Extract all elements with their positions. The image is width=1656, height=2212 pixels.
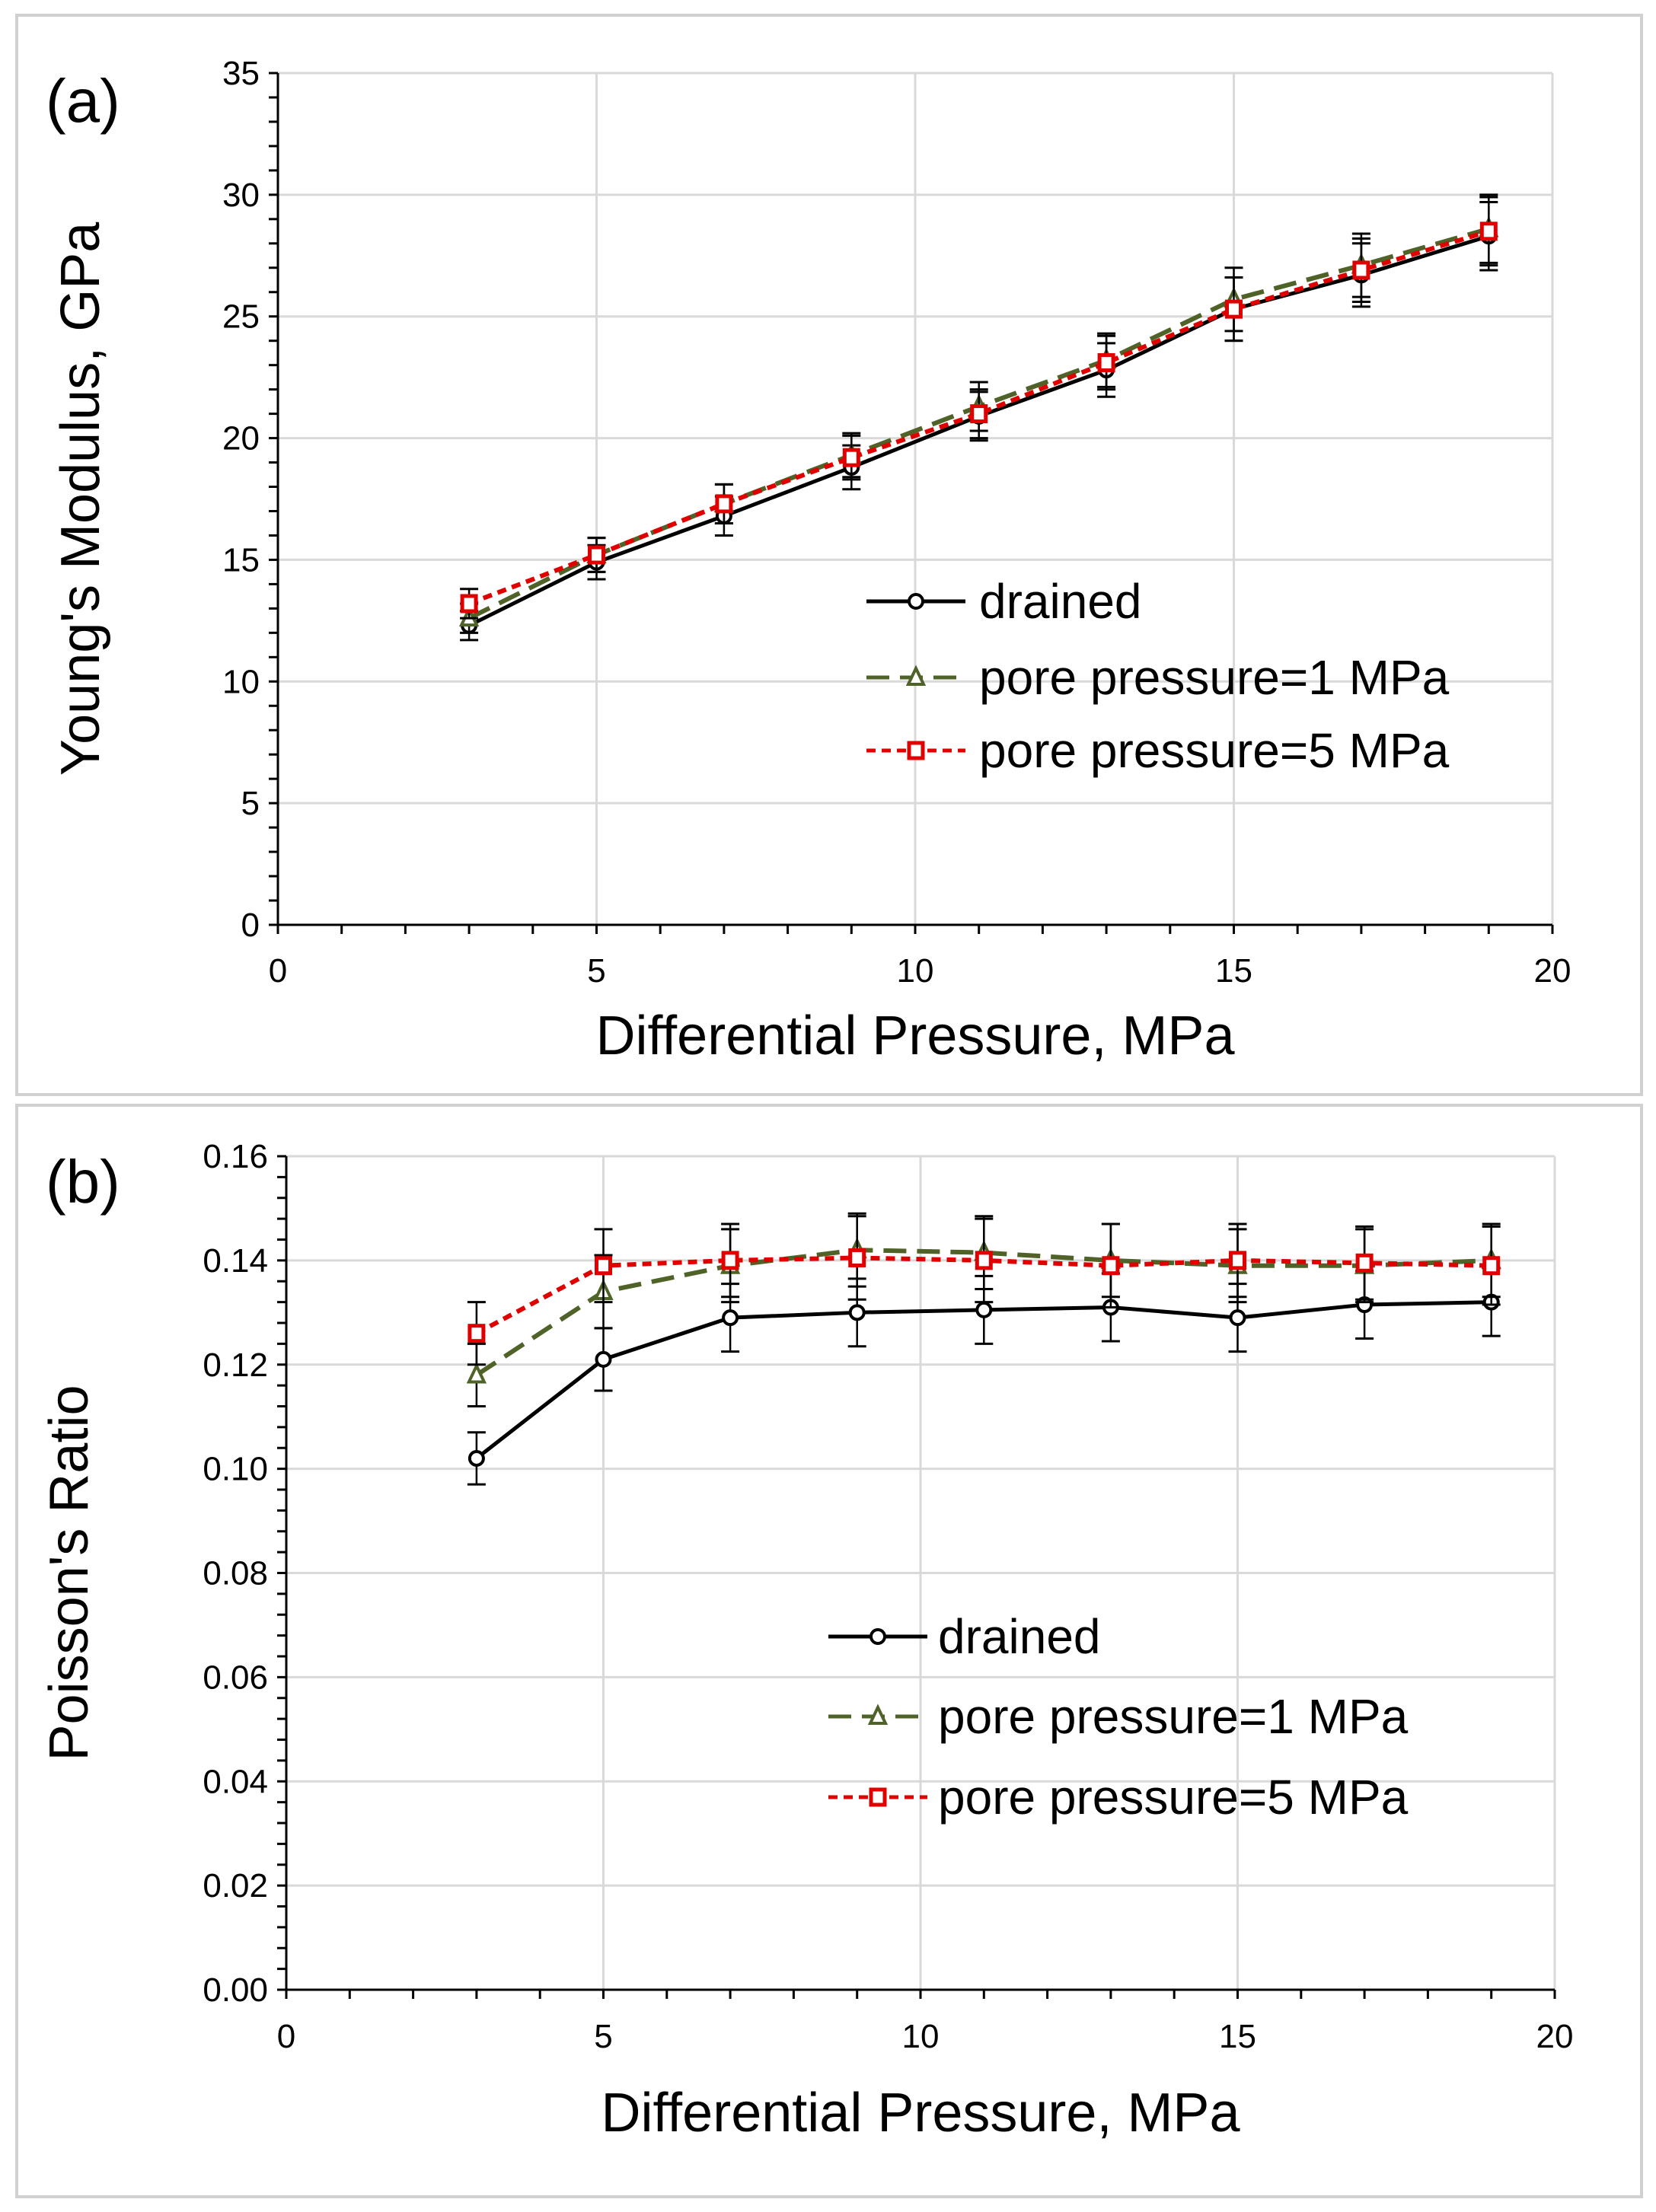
y-tick-label: 0.14 bbox=[203, 1242, 268, 1280]
poissons-ratio-chart: 0 5 10 15 20 0.00 0.02 0.04 0.06 0.08 0.10 0.12 0.14… bbox=[39, 1138, 1573, 2143]
square-marker bbox=[1225, 299, 1243, 319]
x-tick-label: 10 bbox=[902, 2018, 940, 2055]
legend-label: pore pressure=1 MPa bbox=[979, 650, 1450, 705]
circle-marker bbox=[975, 1301, 993, 1318]
triangle-marker bbox=[867, 1704, 889, 1725]
circle-marker bbox=[908, 593, 924, 610]
x-tick-label: 15 bbox=[1219, 2018, 1256, 2055]
x-tick-label: 5 bbox=[587, 952, 605, 990]
x-tick-label: 5 bbox=[594, 2018, 612, 2055]
x-tick-label: 20 bbox=[1536, 2018, 1574, 2055]
square-marker bbox=[1229, 1251, 1246, 1270]
square-marker bbox=[975, 1251, 993, 1270]
square-marker bbox=[467, 1324, 486, 1343]
square-marker bbox=[460, 594, 478, 614]
square-marker bbox=[721, 1251, 739, 1270]
square-marker bbox=[1102, 1256, 1120, 1276]
square-marker bbox=[842, 448, 860, 467]
x-tick-label: 10 bbox=[897, 952, 934, 990]
y-tick-label: 0.12 bbox=[203, 1347, 268, 1384]
y-tick-label: 5 bbox=[241, 785, 260, 822]
panel-label: (b) bbox=[46, 1148, 120, 1216]
y-tick-label: 10 bbox=[222, 663, 260, 700]
panel-label: (a) bbox=[46, 67, 120, 135]
legend-entry: pore pressure=5 MPa bbox=[828, 1770, 1409, 1825]
square-marker bbox=[848, 1248, 866, 1267]
series-drained bbox=[467, 1267, 1501, 1486]
x-axis-title: Differential Pressure, MPa bbox=[601, 2083, 1240, 2143]
series-line bbox=[475, 1248, 1492, 1377]
legend-label: drained bbox=[938, 1609, 1101, 1664]
y-tick-label: 0.08 bbox=[203, 1555, 268, 1592]
triangle-marker bbox=[466, 1362, 487, 1384]
youngs-modulus-chart: 0 5 10 15 20 0 5 10 15 20 25 30 35 Differential Press… bbox=[46, 55, 1571, 1066]
x-tick-label: 0 bbox=[269, 952, 287, 990]
legend-entry: drained bbox=[828, 1609, 1101, 1664]
panel-b-frame bbox=[15, 1104, 1643, 2198]
y-tick-label: 15 bbox=[222, 541, 260, 578]
legend-entry: pore pressure=1 MPa bbox=[866, 650, 1450, 705]
series-pore-pressure-5-mpa bbox=[467, 1215, 1501, 1366]
circle-marker bbox=[595, 1350, 612, 1368]
legend-entry: pore pressure=5 MPa bbox=[866, 723, 1450, 778]
y-tick-label: 0.00 bbox=[203, 1971, 268, 2009]
x-tick-label: 20 bbox=[1534, 952, 1571, 990]
square-marker bbox=[1352, 260, 1370, 280]
y-tick-label: 0.02 bbox=[203, 1867, 268, 1904]
y-axis-title: Young's Modulus, GPa bbox=[50, 222, 111, 776]
square-marker bbox=[970, 404, 988, 424]
legend-label: pore pressure=1 MPa bbox=[938, 1689, 1409, 1744]
square-marker bbox=[1479, 222, 1498, 241]
square-marker bbox=[1482, 1256, 1501, 1276]
y-tick-label: 0.10 bbox=[203, 1451, 268, 1488]
series-pore-pressure-5-mpa bbox=[460, 196, 1498, 620]
y-tick-label: 20 bbox=[222, 420, 260, 457]
x-tick-label: 0 bbox=[277, 2018, 295, 2055]
panel-a-frame bbox=[15, 14, 1643, 1096]
circle-marker bbox=[869, 1628, 886, 1645]
legend-label: drained bbox=[979, 574, 1142, 629]
x-axis-title: Differential Pressure, MPa bbox=[595, 1006, 1235, 1066]
y-tick-label: 35 bbox=[222, 55, 260, 92]
legend-label: pore pressure=5 MPa bbox=[979, 723, 1450, 778]
y-tick-label: 30 bbox=[222, 177, 260, 214]
square-marker bbox=[595, 1256, 612, 1276]
y-tick-label: 0.04 bbox=[203, 1763, 268, 1800]
square-marker bbox=[1097, 352, 1115, 372]
legend-label: pore pressure=5 MPa bbox=[938, 1770, 1409, 1825]
circle-marker bbox=[1229, 1309, 1246, 1327]
square-marker bbox=[907, 741, 925, 760]
y-tick-label: 0.06 bbox=[203, 1659, 268, 1696]
circle-marker bbox=[467, 1449, 485, 1467]
x-tick-label: 15 bbox=[1215, 952, 1252, 990]
circle-marker bbox=[848, 1304, 866, 1321]
y-tick-label: 0.16 bbox=[203, 1138, 268, 1175]
square-marker bbox=[715, 494, 733, 514]
y-axis-title: Poisson's Ratio bbox=[39, 1385, 100, 1761]
legend-entry: pore pressure=1 MPa bbox=[828, 1689, 1409, 1744]
square-marker bbox=[1355, 1253, 1374, 1273]
triangle-marker bbox=[905, 665, 927, 686]
y-tick-label: 25 bbox=[222, 298, 260, 336]
circle-marker bbox=[722, 1309, 739, 1327]
square-marker bbox=[588, 545, 605, 565]
square-marker bbox=[869, 1787, 887, 1807]
y-tick-label: 0 bbox=[241, 907, 260, 944]
legend-entry: drained bbox=[866, 574, 1142, 629]
